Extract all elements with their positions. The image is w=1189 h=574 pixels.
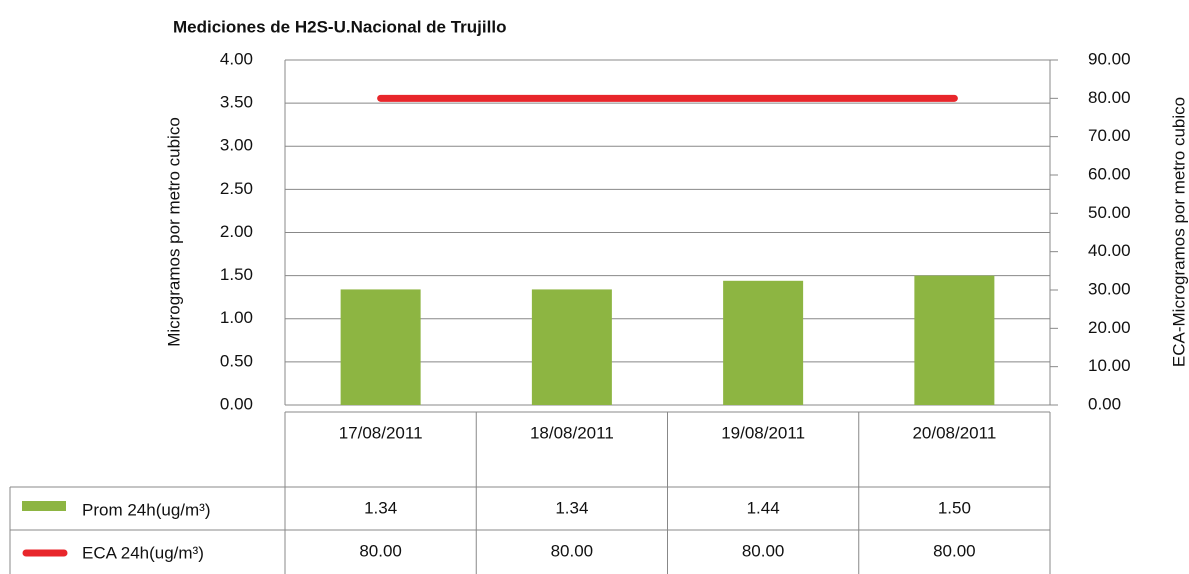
y-tick-label: 2.00 [220, 222, 253, 241]
y2-tick-label: 60.00 [1088, 164, 1131, 183]
y-tick-label: 1.00 [220, 308, 253, 327]
y2-tick-label: 30.00 [1088, 279, 1131, 298]
y2-axis-title: ECA-Microgramos por metro cubico [1169, 97, 1188, 367]
chart-title: Mediciones de H2S-U.Nacional de Trujillo [173, 17, 506, 36]
y2-tick-label: 40.00 [1088, 241, 1131, 260]
x-tick-label: 19/08/2011 [721, 423, 805, 442]
bar [531, 289, 612, 405]
table-value: 80.00 [933, 541, 976, 560]
y-tick-label: 3.50 [220, 93, 253, 112]
y2-tick-label: 80.00 [1088, 88, 1131, 107]
table-value: 1.34 [555, 498, 588, 517]
y2-tick-label: 70.00 [1088, 126, 1131, 145]
y2-tick-label: 0.00 [1088, 394, 1121, 413]
y-tick-label: 1.50 [220, 265, 253, 284]
table-value: 80.00 [551, 541, 594, 560]
y-tick-label: 4.00 [220, 49, 253, 68]
legend-swatch [22, 501, 66, 511]
y2-tick-label: 20.00 [1088, 318, 1131, 337]
bar [723, 280, 804, 405]
table-value: 1.34 [364, 498, 397, 517]
table-value: 80.00 [742, 541, 785, 560]
y-tick-label: 0.00 [220, 394, 253, 413]
bar [914, 275, 995, 405]
x-tick-label: 20/08/2011 [912, 423, 996, 442]
x-tick-label: 18/08/2011 [530, 423, 614, 442]
bar [340, 289, 421, 405]
table-value: 1.50 [938, 498, 971, 517]
y2-tick-label: 50.00 [1088, 203, 1131, 222]
legend-label: ECA 24h(ug/m³) [82, 543, 204, 562]
y2-tick-label: 90.00 [1088, 49, 1131, 68]
table-value: 1.44 [747, 498, 780, 517]
legend-label: Prom 24h(ug/m³) [82, 500, 210, 519]
y2-tick-label: 10.00 [1088, 356, 1131, 375]
x-tick-label: 17/08/2011 [339, 423, 423, 442]
y-axis-title: Microgramos por metro cubico [164, 117, 183, 347]
table-value: 80.00 [359, 541, 402, 560]
y-tick-label: 3.00 [220, 136, 253, 155]
y-tick-label: 2.50 [220, 179, 253, 198]
y-tick-label: 0.50 [220, 351, 253, 370]
